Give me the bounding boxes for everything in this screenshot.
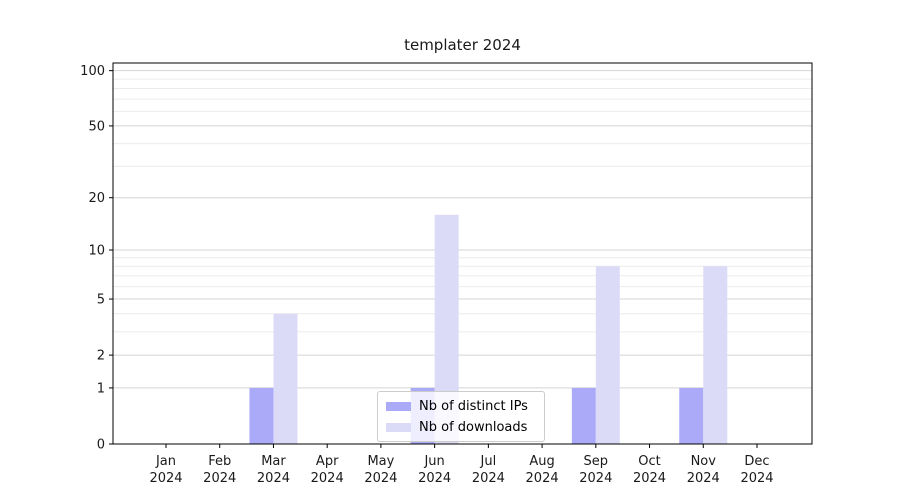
x-tick-label-month: Aug xyxy=(529,454,554,469)
x-tick-label-month: Jul xyxy=(480,454,497,469)
y-tick-label: 20 xyxy=(88,191,105,206)
x-tick-label-month: Sep xyxy=(584,454,609,469)
y-tick-label: 100 xyxy=(80,64,105,79)
x-tick-label-year: 2024 xyxy=(526,471,559,486)
x-tick-label-year: 2024 xyxy=(472,471,505,486)
x-tick-label-year: 2024 xyxy=(579,471,612,486)
legend-item-downloads: Nb of downloads xyxy=(386,418,536,436)
x-tick-label-year: 2024 xyxy=(687,471,720,486)
bar-downloads xyxy=(595,266,620,444)
x-tick-label-year: 2024 xyxy=(203,471,236,486)
bar-distinct-ips xyxy=(571,387,596,444)
x-tick-label-year: 2024 xyxy=(740,471,773,486)
legend-label-downloads: Nb of downloads xyxy=(419,419,528,435)
x-tick-label-month: Oct xyxy=(638,454,660,469)
x-tick-label-month: Nov xyxy=(691,454,717,469)
chart-title: templater 2024 xyxy=(404,36,521,54)
bar-downloads xyxy=(703,266,728,444)
x-tick-label-year: 2024 xyxy=(311,471,344,486)
y-tick-label: 2 xyxy=(97,349,105,364)
legend-swatch-downloads xyxy=(386,422,411,432)
x-tick-label-year: 2024 xyxy=(364,471,397,486)
x-tick-label-month: Jan xyxy=(155,454,176,469)
y-tick-label: 0 xyxy=(97,438,105,453)
plot-border xyxy=(112,62,813,445)
x-tick-label-month: May xyxy=(367,454,394,469)
y-tick-label: 10 xyxy=(88,244,105,259)
x-tick-label-month: Feb xyxy=(208,454,231,469)
y-tick-label: 1 xyxy=(97,381,105,396)
y-tick-label: 50 xyxy=(88,119,105,134)
x-tick-label-month: Mar xyxy=(261,454,286,469)
x-tick-label-year: 2024 xyxy=(418,471,451,486)
x-tick-label-year: 2024 xyxy=(257,471,290,486)
legend-label-distinct-ips: Nb of distinct IPs xyxy=(419,398,528,414)
x-tick-label-month: Apr xyxy=(316,454,339,469)
y-tick-label: 5 xyxy=(97,293,105,308)
x-tick-label-month: Dec xyxy=(744,454,769,469)
x-tick-label-year: 2024 xyxy=(633,471,666,486)
bar-distinct-ips xyxy=(679,387,704,444)
legend-swatch-distinct-ips xyxy=(386,401,411,411)
legend-item-distinct-ips: Nb of distinct IPs xyxy=(386,397,536,415)
x-tick-label-year: 2024 xyxy=(149,471,182,486)
bar-downloads xyxy=(273,313,298,444)
bar-distinct-ips xyxy=(249,387,274,444)
x-tick-label-month: Jun xyxy=(423,454,444,469)
legend: Nb of distinct IPs Nb of downloads xyxy=(377,391,545,442)
